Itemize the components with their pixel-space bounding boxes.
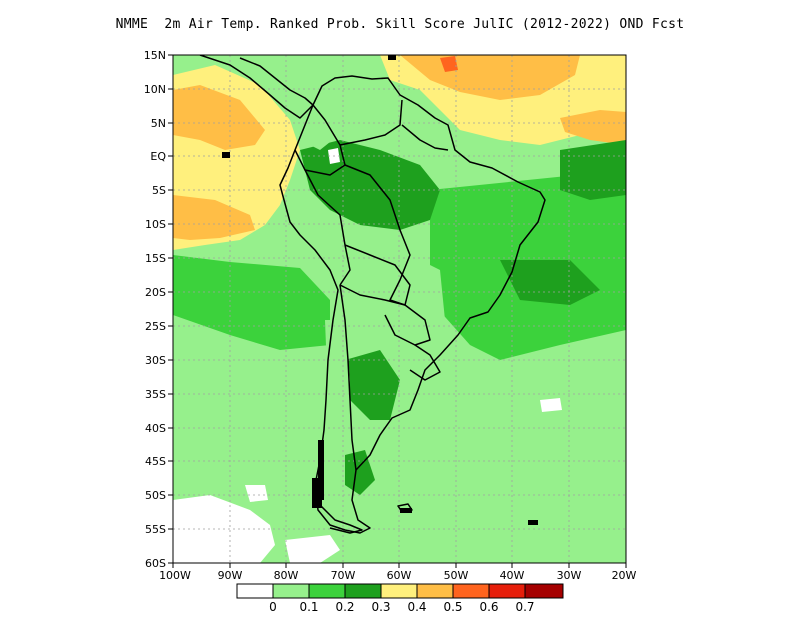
lat-label: 35S bbox=[145, 388, 166, 401]
colorbar-labels: 0 0.1 0.2 0.3 0.4 0.5 0.6 0.7 bbox=[269, 600, 534, 614]
border-argentina-chile bbox=[339, 284, 357, 471]
islands bbox=[222, 55, 538, 525]
border-brazil-west bbox=[344, 164, 411, 306]
field-light-green-andes bbox=[325, 320, 350, 450]
lat-label: 5S bbox=[152, 184, 166, 197]
lon-label: 40W bbox=[500, 569, 525, 582]
lon-label: 80W bbox=[274, 569, 299, 582]
border-peru bbox=[304, 169, 351, 286]
field-white-south-pacific-2 bbox=[245, 485, 268, 502]
south-georgia bbox=[528, 520, 538, 525]
falkland-islands-fill bbox=[400, 508, 412, 513]
tierra-del-fuego bbox=[319, 504, 363, 534]
field-orange-pacific bbox=[173, 85, 265, 150]
lat-label: 15S bbox=[145, 252, 166, 265]
colorbar-label: 0.6 bbox=[479, 600, 498, 614]
lat-label: 40S bbox=[145, 422, 166, 435]
field-orange-small bbox=[560, 110, 626, 145]
colorbar-swatch bbox=[308, 583, 346, 599]
border-paraguay bbox=[384, 304, 431, 346]
border-bolivia bbox=[339, 244, 411, 306]
lat-label: 30S bbox=[145, 354, 166, 367]
lon-label: 20W bbox=[612, 569, 637, 582]
skill-field bbox=[173, 55, 626, 563]
colorbar-swatch bbox=[488, 583, 526, 599]
field-dark-green-atlantic bbox=[560, 140, 626, 200]
border-uruguay bbox=[409, 344, 441, 381]
chile-fjords bbox=[318, 440, 324, 500]
field-white-atlantic-spot bbox=[540, 398, 562, 412]
field-dark-green-south-atlantic bbox=[500, 260, 600, 305]
colorbar-swatch bbox=[236, 583, 274, 599]
lat-label: 60S bbox=[145, 557, 166, 570]
colorbar-swatch bbox=[452, 583, 490, 599]
lat-label: 10N bbox=[144, 83, 166, 96]
colorbar-label: 0.3 bbox=[371, 600, 390, 614]
latitude-labels: 15N 10N 5N EQ 5S 10S 15S 20S 25S 30S 35S… bbox=[144, 49, 167, 570]
lat-label: EQ bbox=[150, 150, 166, 163]
lon-label: 50W bbox=[444, 569, 469, 582]
colorbar-swatch bbox=[272, 583, 310, 599]
central-america-coast bbox=[199, 55, 314, 119]
colorbar-label: 0.5 bbox=[443, 600, 462, 614]
field-medium-green-ocean bbox=[173, 255, 330, 350]
south-america-coast bbox=[279, 75, 546, 534]
colorbar bbox=[236, 583, 564, 599]
field-white-cape-horn bbox=[285, 535, 340, 563]
border-venezuela bbox=[339, 99, 403, 146]
colorbar-swatch bbox=[416, 583, 454, 599]
caribbean-islands bbox=[388, 55, 396, 60]
lat-label: 10S bbox=[145, 218, 166, 231]
galapagos-islands bbox=[222, 152, 230, 158]
field-dark-green-argentina bbox=[345, 350, 400, 420]
field-light-green-north bbox=[300, 80, 355, 150]
lat-label: 20S bbox=[145, 286, 166, 299]
lon-label: 90W bbox=[218, 569, 243, 582]
tick-marks bbox=[168, 54, 627, 568]
colorbar-swatch bbox=[344, 583, 382, 599]
lon-label: 60W bbox=[387, 569, 412, 582]
lat-label: 5N bbox=[151, 117, 166, 130]
colorbar-label: 0.4 bbox=[407, 600, 426, 614]
lon-label: 70W bbox=[331, 569, 356, 582]
lat-label: 45S bbox=[145, 455, 166, 468]
border-guianas bbox=[401, 124, 449, 151]
field-red-spot bbox=[440, 56, 458, 72]
lon-label: 100W bbox=[159, 569, 191, 582]
colorbar-label: 0.7 bbox=[515, 600, 534, 614]
map-title: NMME 2m Air Temp. Ranked Prob. Skill Sco… bbox=[115, 17, 685, 32]
coastlines bbox=[199, 55, 546, 534]
field-orange-pacific-2 bbox=[173, 195, 255, 240]
lat-label: 55S bbox=[145, 523, 166, 536]
colorbar-label: 0.2 bbox=[335, 600, 354, 614]
longitude-labels: 100W 90W 80W 70W 60W 50W 40W 30W 20W bbox=[159, 569, 636, 582]
colorbar-swatch bbox=[380, 583, 418, 599]
colorbar-label: 0.1 bbox=[299, 600, 318, 614]
lon-label: 30W bbox=[557, 569, 582, 582]
colorbar-swatch bbox=[524, 583, 564, 599]
lat-label: 25S bbox=[145, 320, 166, 333]
lat-label: 15N bbox=[144, 49, 166, 62]
field-dark-green-patagonia bbox=[345, 450, 375, 495]
chile-fjords-south bbox=[312, 478, 322, 508]
colorbar-label: 0 bbox=[269, 600, 277, 614]
lat-label: 50S bbox=[145, 489, 166, 502]
